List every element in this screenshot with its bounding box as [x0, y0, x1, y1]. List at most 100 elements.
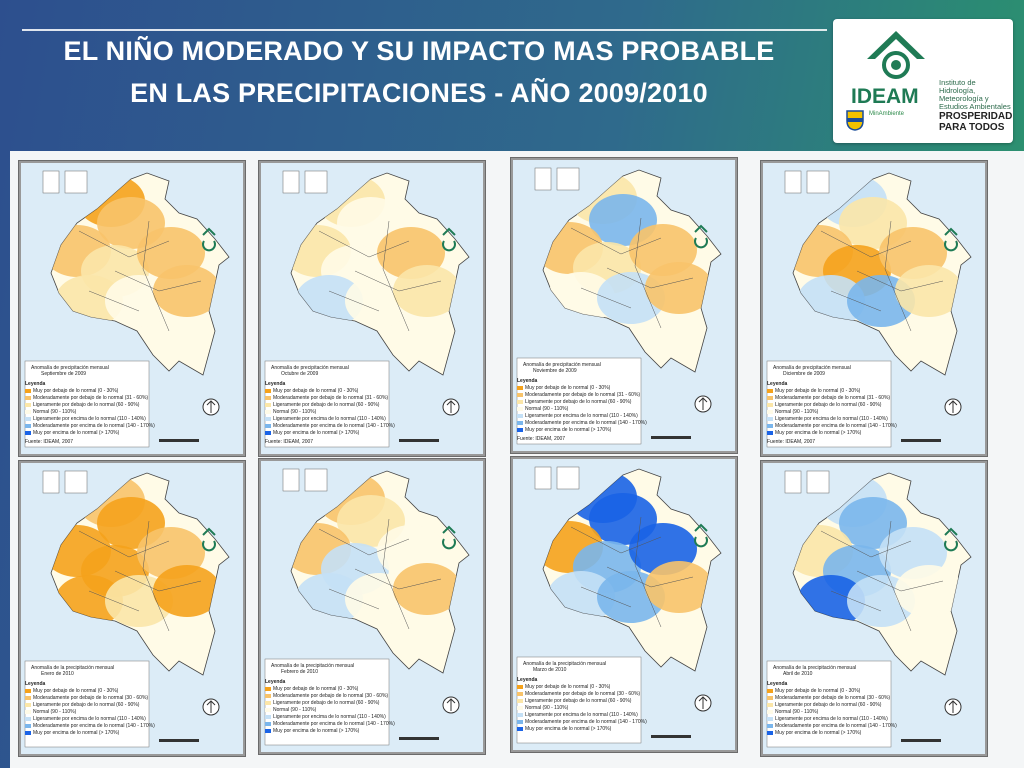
legend-month: Diciembre de 2009	[783, 371, 825, 377]
legend-swatch	[517, 727, 523, 731]
legend-heading: Leyenda	[767, 681, 788, 687]
legend-title: Anomalía de precipitación mensual	[271, 365, 349, 371]
department-borders	[318, 518, 442, 630]
legend-item: Moderadamente por encima de lo normal (1…	[33, 723, 155, 729]
legend-item: Ligeramente por debajo de lo normal (60 …	[525, 399, 632, 405]
legend-swatch	[767, 724, 773, 728]
legend-swatch	[767, 717, 773, 721]
legend-item: Muy por encima de lo normal (> 170%)	[525, 427, 612, 433]
legend-swatch	[767, 389, 773, 393]
department-borders	[78, 520, 202, 632]
legend-source: Fuente: IDEAM, 2007	[517, 436, 566, 442]
legend-item: Ligeramente por encima de lo normal (110…	[273, 416, 386, 422]
anomaly-region	[645, 262, 713, 314]
legend-swatch	[265, 729, 271, 733]
department-borders	[78, 220, 202, 332]
legend-item: Ligeramente por debajo de lo normal (60 …	[775, 402, 882, 408]
legend-swatch	[25, 731, 31, 735]
legend-item: Ligeramente por encima de lo normal (110…	[33, 416, 146, 422]
legend-item: Moderadamente por debajo de lo normal (3…	[775, 395, 891, 401]
legend-swatch	[265, 687, 271, 691]
legend-swatch	[25, 696, 31, 700]
legend-item: Ligeramente por debajo de lo normal (60 …	[775, 702, 882, 708]
legend-item: Muy por debajo de lo normal (0 - 30%)	[525, 385, 611, 391]
legend-item: Ligeramente por debajo de lo normal (60 …	[33, 702, 140, 708]
colombia-shield-icon	[846, 110, 864, 131]
map-drawing	[761, 161, 987, 456]
legend-item: Muy por encima de lo normal (> 170%)	[775, 430, 862, 436]
legend-item: Ligeramente por debajo de lo normal (60 …	[273, 402, 380, 408]
legend-month: Abril de 2010	[783, 671, 813, 677]
legend-swatch	[767, 410, 773, 414]
legend-swatch	[517, 428, 523, 432]
legend-item: Moderadamente por debajo de lo normal (3…	[273, 395, 389, 401]
legend-swatch	[517, 393, 523, 397]
legend-item: Ligeramente por debajo de lo normal (60 …	[525, 698, 632, 704]
legend-swatch	[265, 694, 271, 698]
legend-item: Normal (90 - 110%)	[525, 705, 569, 711]
legend-item: Normal (90 - 110%)	[775, 409, 819, 415]
legend-swatch	[265, 403, 271, 407]
legend-item: Muy por debajo de lo normal (0 - 30%)	[33, 688, 119, 694]
legend-item: Normal (90 - 110%)	[273, 409, 317, 415]
legend-item: Ligeramente por debajo de lo normal (60 …	[273, 700, 380, 706]
legend-item: Normal (90 - 110%)	[33, 409, 77, 415]
legend-title: Anomalía de la precipitación mensual	[523, 661, 607, 667]
legend-title: Anomalía de precipitación mensual	[773, 365, 851, 371]
legend-item: Moderadamente por debajo de lo normal (3…	[775, 695, 891, 701]
legend-item: Muy por encima de lo normal (> 170%)	[33, 730, 120, 736]
legend-swatch	[265, 389, 271, 393]
legend-item: Moderadamente por debajo de lo normal (3…	[33, 395, 149, 401]
legend-item: Ligeramente por debajo de lo normal (60 …	[33, 402, 140, 408]
legend-source: Fuente: IDEAM, 2007	[265, 439, 314, 445]
title-rule	[22, 29, 827, 31]
legend-item: Moderadamente por encima de lo normal (1…	[33, 423, 155, 429]
legend-title: Anomalía de precipitación mensual	[523, 362, 601, 368]
legend-item: Ligeramente por encima de lo normal (110…	[33, 716, 146, 722]
legend-swatch	[265, 396, 271, 400]
legend-swatch	[767, 396, 773, 400]
legend-item: Muy por debajo de lo normal (0 - 30%)	[33, 388, 119, 394]
ideam-wordmark: IDEAM	[851, 85, 919, 108]
legend-swatch	[517, 713, 523, 717]
legend-heading: Leyenda	[265, 679, 286, 685]
legend-swatch	[767, 431, 773, 435]
department-borders	[570, 516, 694, 628]
legend-item: Muy por debajo de lo normal (0 - 30%)	[775, 388, 861, 394]
map-dec-2009: Anomalía de precipitación mensual Diciemb…	[760, 160, 988, 457]
legend-month: Noviembre de 2009	[533, 368, 577, 374]
slide-title: EL NIÑO MODERADO Y SU IMPACTO MAS PROBAB…	[14, 30, 824, 114]
legend-item: Moderadamente por debajo de lo normal (3…	[525, 392, 641, 398]
department-borders	[318, 220, 442, 332]
legend-item: Moderadamente por encima de lo normal (1…	[525, 719, 647, 725]
legend-heading: Leyenda	[517, 677, 538, 683]
legend-item: Muy por encima de lo normal (> 170%)	[33, 430, 120, 436]
slide-title-line1: EL NIÑO MODERADO Y SU IMPACTO MAS PROBAB…	[63, 36, 775, 66]
anomaly-region	[393, 563, 461, 615]
legend-swatch	[265, 701, 271, 705]
legend-swatch	[265, 424, 271, 428]
anomaly-region	[393, 265, 461, 317]
map-mar-2010: Anomalía de la precipitación mensual Marz…	[510, 456, 738, 753]
legend-swatch	[517, 421, 523, 425]
legend-month: Octubre de 2009	[281, 371, 319, 377]
legend-heading: Leyenda	[265, 381, 286, 387]
legend-swatch	[25, 410, 31, 414]
legend-swatch	[767, 710, 773, 714]
legend-item: Muy por encima de lo normal (> 170%)	[273, 430, 360, 436]
anomaly-region	[895, 565, 963, 617]
legend-item: Moderadamente por debajo de lo normal (3…	[33, 695, 149, 701]
legend-item: Muy por debajo de lo normal (0 - 30%)	[273, 388, 359, 394]
legend-item: Normal (90 - 110%)	[33, 709, 77, 715]
legend-item: Moderadamente por encima de lo normal (1…	[525, 420, 647, 426]
legend-swatch	[517, 706, 523, 710]
legend-title: Anomalía de precipitación mensual	[31, 365, 109, 371]
legend-item: Moderadamente por encima de lo normal (1…	[775, 723, 897, 729]
legend-swatch	[517, 720, 523, 724]
legend-item: Moderadamente por encima de lo normal (1…	[273, 721, 395, 727]
legend-swatch	[517, 699, 523, 703]
prosperidad-logo: PROSPERIDAD PARA TODOS	[939, 111, 1013, 133]
legend-heading: Leyenda	[767, 381, 788, 387]
legend-swatch	[25, 424, 31, 428]
legend-item: Ligeramente por encima de lo normal (110…	[525, 413, 638, 419]
